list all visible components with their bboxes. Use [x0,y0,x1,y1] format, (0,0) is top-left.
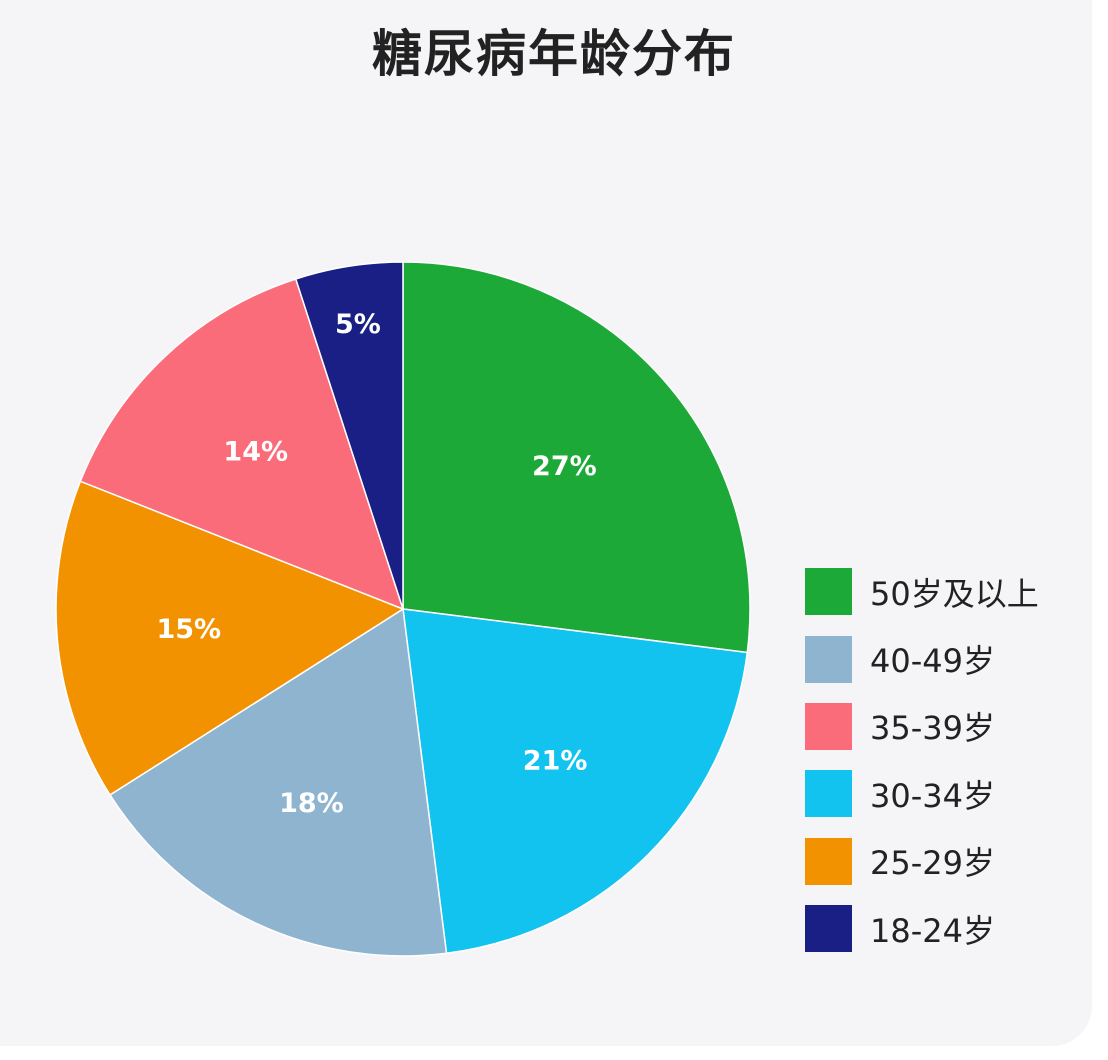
legend-swatch [805,905,852,953]
chart-title: 糖尿病年龄分布 [372,25,736,83]
legend-label: 50岁及以上 [870,574,1039,613]
pie-slice-label: 14% [223,437,288,468]
legend-label: 18-24岁 [870,911,995,950]
legend-label: 40-49岁 [870,642,995,681]
pie-slice-label: 15% [156,614,221,645]
legend-label: 35-39岁 [870,709,995,748]
chart-legend: 50岁及以上 40-49岁 35-39岁 30-34岁 25-29岁 18-24岁 [805,558,1039,962]
legend-item: 35-39岁 [805,693,1039,760]
legend-item: 40-49岁 [805,625,1039,692]
legend-item: 30-34岁 [805,760,1039,827]
pie-slice [402,608,749,955]
legend-swatch [805,770,852,818]
legend-item: 50岁及以上 [805,558,1039,625]
legend-swatch [805,635,852,683]
legend-label: 25-29岁 [870,844,995,883]
legend-label: 30-34岁 [870,776,995,815]
pie-slice [55,480,405,796]
pie-slice-label: 21% [523,746,588,777]
pie-slice-label: 27% [532,451,597,482]
pie-slice-label: 18% [279,788,344,819]
pie-slice [402,261,751,654]
legend-item: 18-24岁 [805,895,1039,962]
legend-item: 25-29岁 [805,828,1039,895]
legend-swatch [805,837,852,885]
legend-swatch [805,702,852,750]
pie-slice [108,607,448,957]
pie-slice-label: 5% [335,309,381,340]
pie-slice [294,261,404,610]
legend-swatch [805,568,852,616]
